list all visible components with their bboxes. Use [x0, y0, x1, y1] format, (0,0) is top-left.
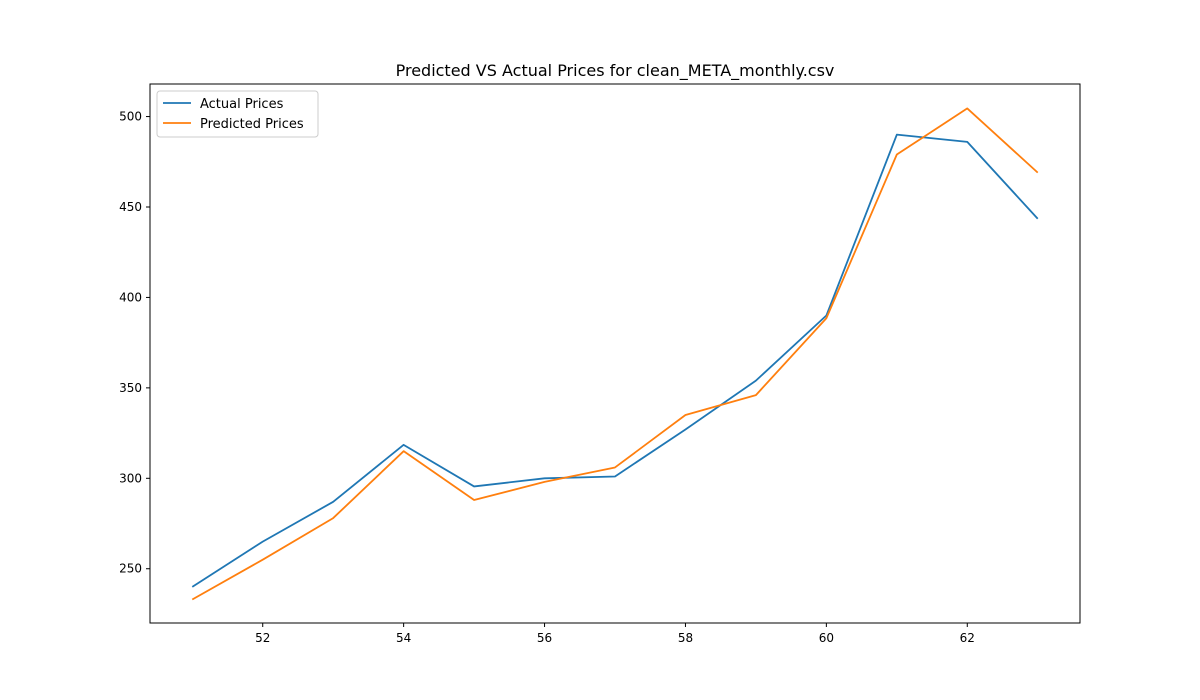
y-tick-label: 500 [119, 110, 142, 124]
chart-title: Predicted VS Actual Prices for clean_MET… [396, 61, 835, 81]
axes: 52 54 56 58 60 62 250 300 350 400 450 500 [119, 83, 1081, 645]
y-tick-label: 400 [119, 290, 142, 304]
legend-label: Actual Prices [200, 97, 284, 112]
y-tick-label: 350 [119, 381, 142, 395]
x-tick-label: 52 [255, 631, 270, 645]
x-tick-label: 54 [396, 631, 411, 645]
y-tick-label: 300 [119, 471, 142, 485]
legend-label: Predicted Prices [200, 117, 304, 132]
legend-box [156, 90, 319, 138]
plot-frame [149, 83, 1081, 624]
x-tick-label: 62 [960, 631, 975, 645]
series-line-actual-prices [191, 133, 1039, 588]
x-tick-label: 58 [678, 631, 693, 645]
y-tick-label: 450 [119, 200, 142, 214]
x-tick-label: 56 [537, 631, 552, 645]
y-tick-label: 250 [119, 562, 142, 576]
x-tick-label: 60 [819, 631, 834, 645]
series-group [191, 107, 1039, 601]
legend: Actual Prices Predicted Prices [156, 90, 319, 138]
series-line-predicted-prices [191, 107, 1039, 601]
